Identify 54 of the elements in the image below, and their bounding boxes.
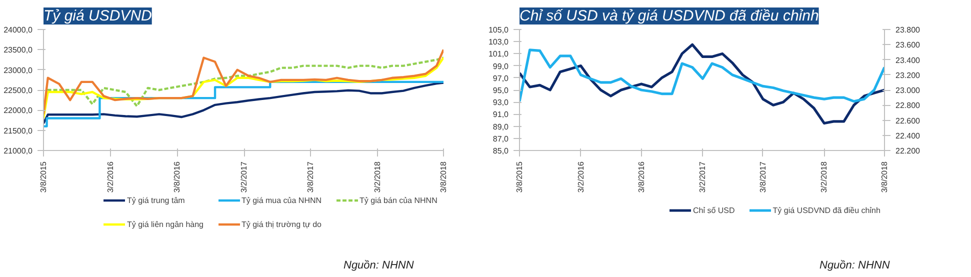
y-tick-label: 22500,0 (4, 86, 34, 95)
x-tick-label: 3/2/2016 (106, 160, 116, 193)
y2-tick-label: 23.400 (896, 56, 921, 65)
y-tick-label: 101,0 (488, 50, 510, 59)
y-tick-label: 23000,0 (4, 66, 34, 75)
y-tick-label: 103,0 (488, 38, 510, 47)
x-tick-label: 3/2/2018 (372, 160, 382, 193)
y2-tick-label: 22.400 (896, 131, 921, 140)
y2-tick-label: 23.200 (896, 70, 921, 80)
y-tick-label: 24000,0 (4, 26, 34, 34)
y-tick-label: 105,0 (488, 26, 510, 34)
legend-label: Tỷ giá mua của NHNN (242, 195, 322, 205)
x-tick-label: 3/8/2018 (880, 160, 889, 193)
y2-tick-label: 23.600 (896, 40, 921, 50)
y-tick-label: 85,0 (492, 146, 510, 156)
x-tick-label: 3/8/2015 (39, 160, 48, 193)
x-tick-label: 3/8/2017 (758, 160, 768, 193)
x-tick-label: 3/2/2016 (576, 160, 586, 193)
y-tick-label: 89,0 (492, 122, 510, 132)
y2-tick-label: 23.800 (896, 26, 921, 34)
y-tick-label: 87,0 (492, 134, 510, 144)
x-tick-label: 3/2/2017 (240, 160, 249, 193)
y-tick-label: 93,0 (492, 98, 510, 108)
legend-label: Tỷ giá thị trường tự do (242, 219, 322, 229)
x-tick-label: 3/8/2018 (439, 160, 448, 193)
y-tick-label: 91,0 (492, 110, 510, 120)
y2-tick-label: 22.200 (896, 146, 921, 156)
chart-title: Chỉ số USD và tỷ giá USDVND đã điều chỉnh (520, 8, 819, 24)
x-tick-label: 3/2/2017 (698, 160, 708, 193)
y-tick-label: 99,0 (492, 62, 510, 71)
y-tick-label: 22000,0 (4, 106, 34, 116)
text: Nguồn: NHNN (344, 260, 414, 272)
x-tick-label: 3/8/2016 (172, 160, 182, 193)
y-tick-label: 21500,0 (4, 126, 34, 136)
x-tick-label: 3/8/2016 (636, 160, 646, 193)
y-tick-label: 21000,0 (4, 146, 34, 156)
y2-tick-label: 23.000 (896, 86, 921, 95)
legend-label: Tỷ giá trung tâm (127, 195, 185, 205)
legend-label: Chỉ số USD (693, 205, 735, 215)
y2-tick-label: 22.600 (896, 116, 921, 126)
legend-label: Tỷ giá liên ngân hàng (127, 219, 204, 229)
legend-label: Tỷ giá USDVND đã điều chỉnh (772, 205, 880, 215)
line-series (520, 43, 884, 125)
line-series (520, 48, 884, 103)
y-tick-label: 23500,0 (4, 46, 34, 55)
text: Nguồn: NHNN (820, 260, 890, 272)
y-tick-label: 95,0 (492, 86, 510, 95)
y-tick-label: 97,0 (492, 74, 510, 83)
y2-tick-label: 22.800 (896, 101, 921, 110)
x-tick-label: 3/8/2017 (306, 160, 315, 193)
chart-title: Tỷ giá USDVND (44, 8, 152, 24)
x-tick-label: 3/2/2018 (820, 160, 829, 193)
legend-label: Tỷ giá bán của NHNN (360, 195, 438, 205)
x-tick-label: 3/8/2015 (515, 160, 524, 193)
